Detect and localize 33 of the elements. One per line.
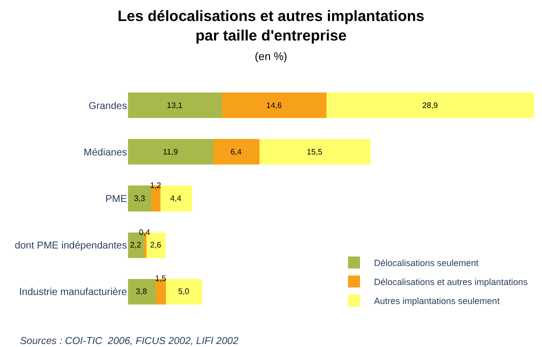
bar [259,139,370,165]
data-label: 15,5 [306,147,323,156]
y-tick-label: PME [105,194,128,205]
data-label: 4,4 [170,194,182,204]
bar [222,92,327,118]
y-tick-label: Grandes [88,100,127,112]
bar [128,139,214,165]
legend-label: Délocalisations et autres implantations [374,277,528,288]
legend-label: Autres implantations seulement [374,296,500,306]
bar [166,278,202,305]
source-note: Sources : COI-TIC 2006, FICUS 2002, LIFI 2002 [20,336,239,347]
bar [213,139,260,165]
data-label: 3,3 [134,194,146,204]
chart-subtitle: (en %) [254,50,288,63]
data-label: 28,9 [422,100,438,110]
bar [326,92,534,118]
data-label: 14,6 [266,100,282,110]
y-tick-label: dont PME indépendantes [14,240,127,252]
bar [128,92,222,118]
data-label: 2,6 [150,240,162,250]
chart-title: Les délocalisations et autres implantations par taille d'entreprise [118,8,424,44]
bar [128,278,156,305]
data-label: 2,2 [130,240,142,250]
data-label: 6,4 [230,147,242,156]
data-label: 3,8 [136,287,148,296]
data-label: 5,0 [178,287,190,296]
legend-label: Délocalisations seulement [374,258,480,268]
y-tick-label: Industrie manufacturière [19,287,128,298]
y-tick-label: Médianes [84,147,127,158]
bar [160,186,192,212]
data-label: 13,1 [166,100,184,110]
bar [128,186,152,212]
data-label: 11,9 [162,147,178,156]
